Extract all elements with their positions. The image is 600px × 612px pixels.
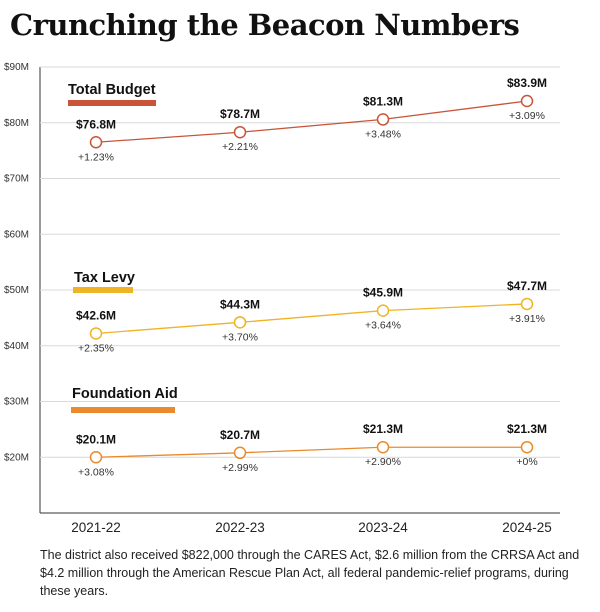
data-point [520, 440, 534, 454]
y-tick-label: $80M [4, 118, 29, 129]
data-point [89, 327, 103, 340]
percent-change-label: +3.09% [509, 110, 545, 122]
y-tick-label: $70M [4, 174, 29, 185]
data-value-label: $83.9M [507, 76, 547, 90]
percent-change-label: +3.64% [365, 320, 401, 332]
data-value-label: $20.1M [76, 432, 116, 446]
percent-change-label: +3.70% [222, 331, 258, 343]
series-legend-bar [68, 100, 156, 106]
data-value-label: $44.3M [220, 297, 260, 311]
line-chart: $90M $80M $70M $60M $50M $40M $30M $20M 2021-22 2… [4, 62, 560, 535]
x-tick-label: 2023-24 [358, 520, 408, 535]
data-value-label: $47.7M [507, 279, 547, 293]
data-point [520, 297, 534, 311]
data-value-label: $78.7M [220, 107, 260, 121]
series-label: Tax Levy [74, 270, 135, 286]
percent-change-label: +2.35% [78, 342, 114, 354]
x-tick-label: 2021-22 [71, 520, 121, 535]
series-line [95, 100, 528, 143]
data-value-label: $21.3M [363, 422, 403, 436]
data-point [376, 440, 390, 454]
series-label: Total Budget [68, 82, 156, 98]
data-value-label: $45.9M [363, 286, 403, 300]
data-value-label: $42.6M [76, 308, 116, 322]
y-tick-label: $40M [4, 341, 29, 352]
series-label: Foundation Aid [72, 386, 178, 402]
series-line [95, 303, 528, 335]
x-tick-label: 2022-23 [215, 520, 265, 535]
data-point [520, 94, 534, 108]
data-value-label: $20.7M [220, 428, 260, 442]
series-legend-bar [71, 407, 175, 413]
data-point [233, 125, 247, 139]
percent-change-label: +3.08% [78, 466, 114, 478]
y-tick-label: $30M [4, 397, 29, 408]
percent-change-label: +0% [516, 456, 537, 468]
y-tick-label: $20M [4, 452, 29, 463]
percent-change-label: +3.48% [365, 128, 401, 140]
y-tick-label: $90M [4, 62, 29, 73]
y-tick-label: $60M [4, 229, 29, 240]
data-point [89, 451, 103, 464]
percent-change-label: +2.21% [222, 141, 258, 153]
footnote: The district also received $822,000 thro… [40, 548, 580, 598]
data-point [89, 136, 103, 149]
percent-change-label: +3.91% [509, 313, 545, 325]
data-value-label: $76.8M [76, 117, 116, 131]
x-tick-label: 2024-25 [502, 520, 552, 535]
percent-change-label: +1.23% [78, 151, 114, 163]
percent-change-label: +2.90% [365, 456, 401, 468]
series-legend-bar [73, 287, 133, 293]
data-point [376, 304, 390, 317]
data-point [233, 316, 247, 329]
series-line [95, 446, 527, 458]
data-point [233, 446, 247, 460]
chart-title: Crunching the Beacon Numbers [10, 8, 520, 42]
data-value-label: $21.3M [507, 422, 547, 436]
data-value-label: $81.3M [363, 94, 403, 108]
percent-change-label: +2.99% [222, 462, 258, 474]
y-tick-label: $50M [4, 285, 29, 296]
data-point [376, 113, 390, 126]
